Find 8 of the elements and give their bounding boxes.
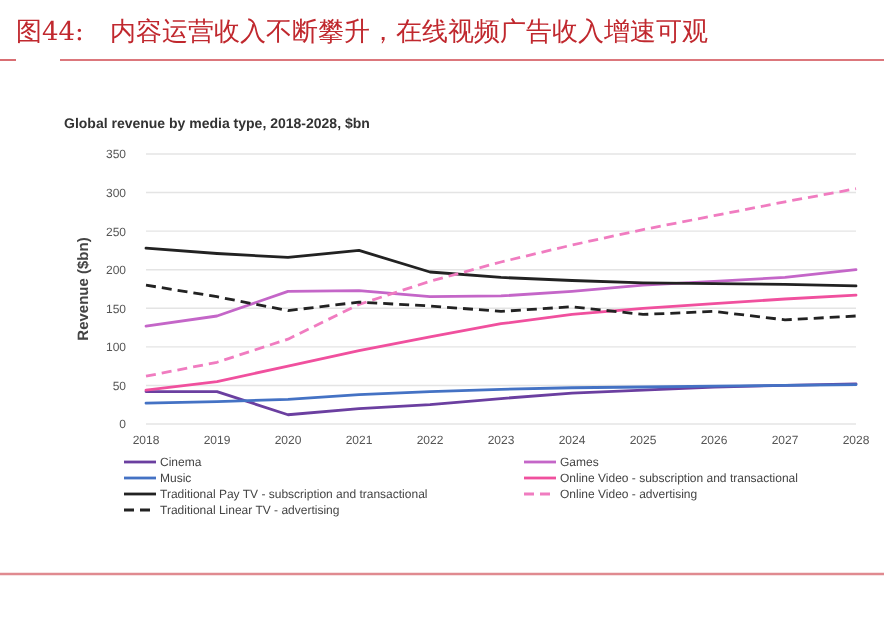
chart-title: 图44: 内容运营收入不断攀升，在线视频广告收入增速可观 [16, 16, 708, 48]
line-series [144, 383, 858, 405]
line-series [144, 187, 858, 378]
line-series [144, 293, 858, 392]
line-series [144, 283, 858, 322]
line-series [144, 382, 858, 417]
line-series [144, 268, 858, 328]
line-series [144, 246, 858, 288]
